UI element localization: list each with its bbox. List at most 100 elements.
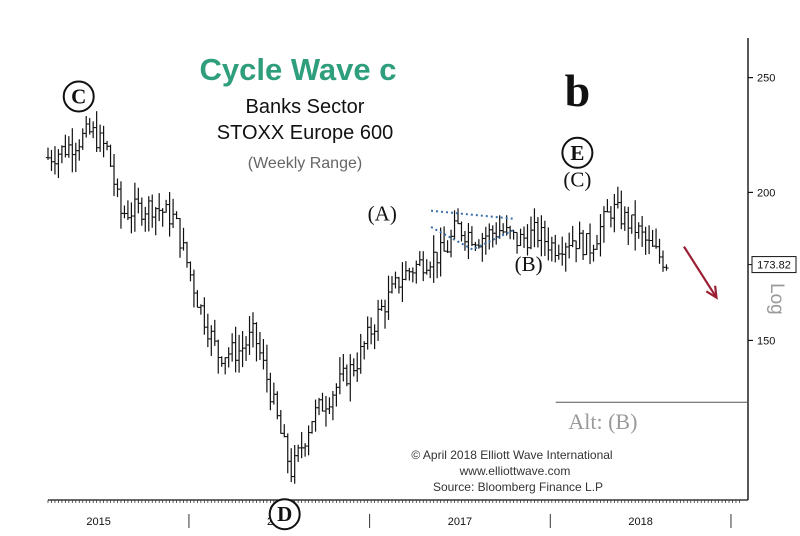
price-bar-67 (278, 410, 283, 434)
price-bar-123 (473, 241, 478, 252)
price-bar-172 (643, 226, 648, 255)
price-bar-117 (452, 210, 457, 239)
price-bar-120 (462, 230, 468, 251)
price-bar-148 (560, 236, 565, 266)
price-bar-119 (459, 221, 464, 242)
price-bar-46 (205, 313, 211, 348)
price-bar-94 (372, 324, 377, 350)
price-bar-110 (428, 261, 433, 279)
triangle-pattern (430, 209, 515, 251)
price-bar-21 (118, 181, 124, 229)
price-bar-140 (532, 208, 537, 248)
price-bar-11 (84, 116, 89, 138)
price-bar-63 (264, 344, 270, 393)
price-bar-100 (393, 271, 398, 289)
price-bar-104 (407, 267, 412, 281)
price-bar-69 (285, 433, 290, 474)
price-bar-80 (323, 395, 329, 427)
y-tick-label-200: 200 (757, 187, 775, 199)
price-bar-151 (570, 225, 575, 248)
price-bar-147 (556, 244, 561, 260)
price-bar-109 (424, 259, 429, 275)
price-bar-83 (334, 383, 339, 407)
price-bar-92 (365, 316, 370, 350)
price-bar-142 (539, 215, 544, 257)
price-bar-136 (518, 228, 523, 247)
price-bar-32 (156, 193, 162, 222)
price-bar-84 (337, 357, 343, 395)
price-bar-97 (382, 299, 388, 329)
price-bar-41 (188, 261, 193, 282)
price-bar-36 (170, 198, 176, 229)
price-bar-153 (577, 221, 582, 250)
chart-subtitle-1: Banks Sector (246, 96, 365, 118)
price-bar-133 (507, 225, 513, 240)
price-bar-85 (341, 354, 346, 382)
price-bar-89 (355, 352, 360, 382)
price-bar-130 (497, 215, 502, 239)
price-bar-168 (629, 214, 634, 234)
price-bar-137 (521, 226, 527, 249)
price-bar-4 (59, 145, 65, 164)
price-bar-128 (490, 225, 495, 248)
price-bar-96 (379, 299, 384, 311)
price-bar-177 (660, 250, 666, 272)
price-bar-22 (122, 205, 127, 219)
price-bar-145 (549, 236, 555, 262)
price-bar-58 (247, 316, 252, 355)
price-bar-29 (146, 196, 151, 232)
price-bar-6 (66, 136, 72, 158)
price-bar-24 (129, 202, 134, 234)
price-bar-35 (167, 191, 172, 237)
price-bar-156 (587, 223, 593, 265)
wave-label-text-4: (C) (563, 168, 591, 192)
price-bar-114 (441, 226, 447, 252)
price-bar-173 (646, 225, 652, 255)
price-bar-51 (223, 357, 228, 375)
price-bar-45 (202, 297, 207, 335)
price-bar-71 (292, 444, 297, 484)
price-bar-112 (434, 251, 440, 279)
price-bar-19 (111, 153, 117, 197)
price-bar-174 (650, 229, 655, 247)
price-bar-126 (483, 226, 488, 255)
price-bar-154 (580, 229, 586, 260)
price-bar-105 (410, 267, 416, 283)
wave-label-circle-1 (268, 498, 301, 531)
price-bar-42 (191, 269, 197, 308)
chart-subtitle-3: (Weekly Range) (248, 155, 362, 172)
price-bar-66 (275, 391, 280, 420)
price-bar-99 (389, 276, 395, 294)
wave-label-2: (A) (368, 201, 397, 225)
price-bar-176 (657, 238, 662, 264)
price-bar-61 (257, 331, 263, 360)
price-bar-8 (73, 142, 78, 173)
price-bar-171 (639, 216, 645, 247)
price-bar-25 (132, 182, 138, 232)
price-bar-49 (216, 339, 221, 374)
price-bar-90 (358, 333, 363, 374)
price-bar-121 (466, 223, 471, 260)
wave-label-text-2: (A) (368, 201, 397, 225)
projection-arrow (683, 246, 718, 300)
price-bar-170 (636, 222, 641, 239)
x-tick-label-2015: 2015 (86, 516, 110, 528)
price-bar-2 (52, 146, 58, 175)
price-bar-157 (591, 244, 596, 262)
price-bar-98 (386, 275, 391, 320)
price-bar-127 (487, 223, 492, 250)
price-bar-162 (608, 206, 614, 228)
price-bar-88 (351, 358, 356, 377)
price-bar-122 (469, 226, 475, 247)
price-bar-62 (261, 338, 266, 370)
wave-label-text-1: D (277, 502, 292, 526)
price-bar-27 (139, 197, 145, 226)
price-bar-135 (514, 231, 520, 254)
wave-label-text-5: E (570, 141, 584, 165)
wave-label-5: E (561, 136, 594, 169)
price-bar-159 (598, 214, 603, 257)
y-ticks: 150 200 250 (748, 73, 775, 347)
price-bar-39 (181, 227, 186, 251)
price-bar-113 (438, 227, 443, 277)
